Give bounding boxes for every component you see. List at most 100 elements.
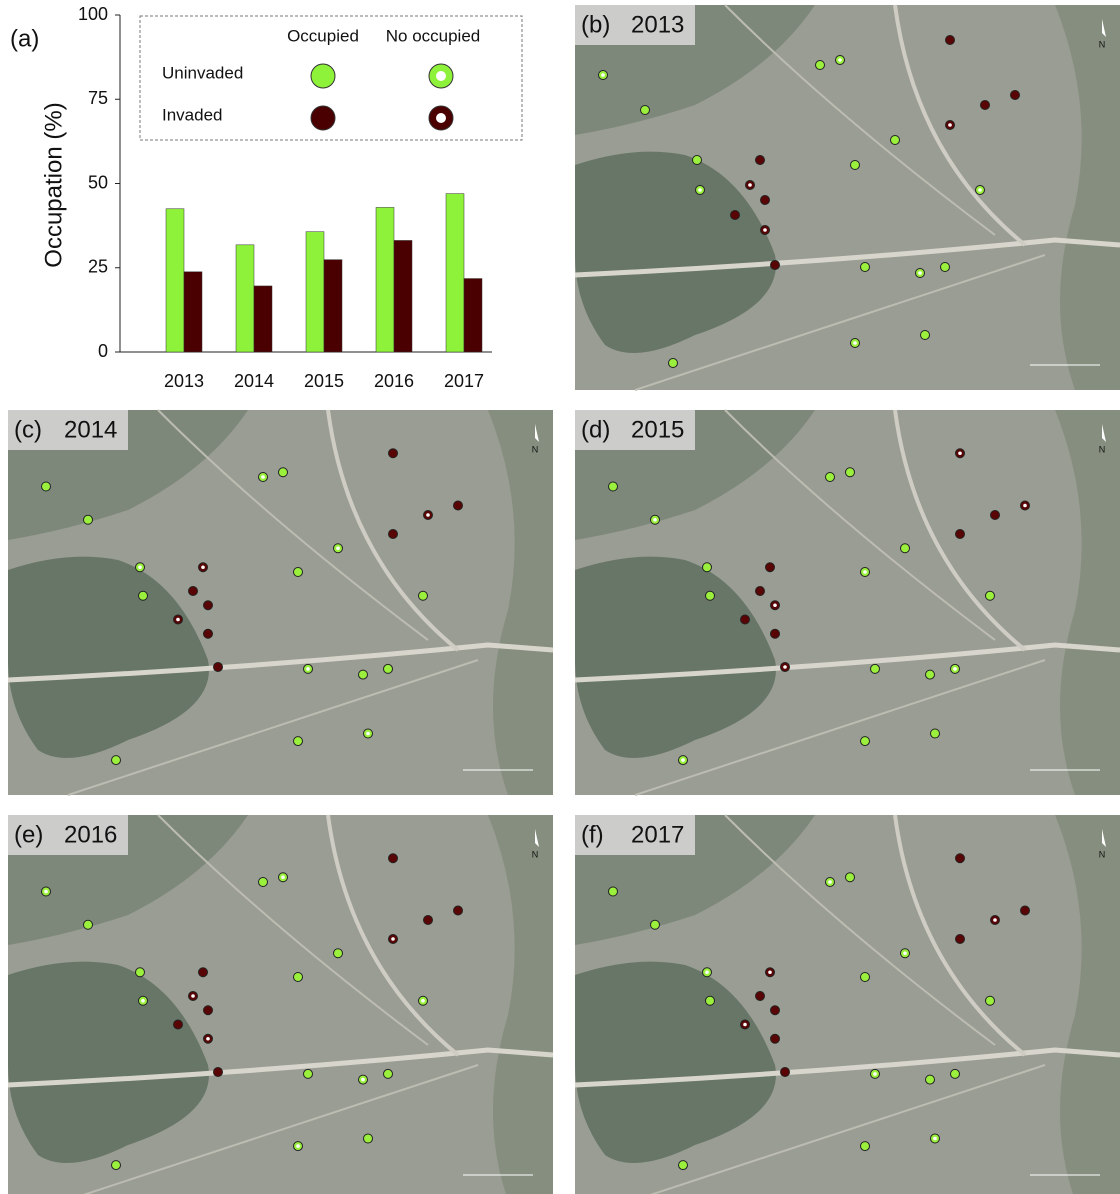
- site-marker: [703, 563, 712, 572]
- site-hole: [391, 937, 395, 941]
- site-hole: [1023, 504, 1027, 508]
- site-marker: [174, 1020, 183, 1029]
- x-tick-label: 2017: [444, 371, 484, 391]
- north-arrow: N: [1099, 849, 1106, 859]
- site-hole: [828, 880, 832, 884]
- site-hole: [698, 188, 702, 192]
- site-hole: [138, 565, 142, 569]
- north-arrow: N: [532, 849, 539, 859]
- site-marker: [956, 935, 965, 944]
- site-marker: [389, 854, 398, 863]
- legend-label: Uninvaded: [162, 63, 243, 82]
- bar: [324, 260, 342, 352]
- site-marker: [139, 591, 148, 600]
- site-marker: [981, 101, 990, 110]
- y-tick-label: 100: [78, 4, 108, 24]
- site-marker: [816, 61, 825, 70]
- site-marker: [204, 1006, 213, 1015]
- site-marker: [901, 544, 910, 553]
- site-hole: [993, 918, 997, 922]
- site-hole: [918, 271, 922, 275]
- map-label: (b): [581, 11, 610, 38]
- site-marker: [771, 261, 780, 270]
- bar: [306, 232, 324, 352]
- site-hole: [748, 183, 752, 187]
- site-marker: [641, 106, 650, 115]
- site-marker: [454, 906, 463, 915]
- site-marker: [679, 1161, 688, 1170]
- site-hole: [361, 1078, 365, 1082]
- bar: [236, 245, 254, 352]
- y-axis-label: Occupation (%): [40, 102, 67, 267]
- site-hole: [44, 890, 48, 894]
- x-tick-label: 2014: [234, 371, 274, 391]
- north-arrow: N: [1099, 39, 1106, 49]
- y-tick-label: 0: [98, 341, 108, 361]
- site-marker: [756, 156, 765, 165]
- site-hole: [206, 1037, 210, 1041]
- site-marker: [1021, 906, 1030, 915]
- site-marker: [609, 482, 618, 491]
- site-marker: [771, 629, 780, 638]
- site-hole: [763, 228, 767, 232]
- map-year: 2015: [631, 416, 684, 443]
- legend-column: Occupied: [287, 26, 359, 45]
- site-marker: [826, 473, 835, 482]
- site-hole: [705, 970, 709, 974]
- map-year: 2013: [631, 11, 684, 38]
- site-marker: [669, 359, 678, 368]
- site-hole: [176, 618, 180, 622]
- site-marker: [334, 949, 343, 958]
- site-hole: [421, 999, 425, 1003]
- site-marker: [766, 563, 775, 572]
- site-hole: [296, 1144, 300, 1148]
- site-hole: [953, 667, 957, 671]
- site-marker: [861, 737, 870, 746]
- site-marker: [871, 664, 880, 673]
- site-hole: [863, 570, 867, 574]
- bar: [464, 279, 482, 352]
- site-hole: [783, 665, 787, 669]
- site-hole: [601, 73, 605, 77]
- site-marker: [454, 501, 463, 510]
- site-marker: [294, 973, 303, 982]
- bar: [254, 286, 272, 352]
- map-label: (e): [14, 821, 43, 848]
- site-marker: [956, 530, 965, 539]
- legend-label: Invaded: [162, 105, 223, 124]
- site-hole: [903, 951, 907, 955]
- site-marker: [741, 615, 750, 624]
- site-marker: [214, 663, 223, 672]
- site-hole: [306, 667, 310, 671]
- site-marker: [926, 670, 935, 679]
- site-marker: [931, 729, 940, 738]
- site-hole: [743, 1023, 747, 1027]
- site-marker: [424, 916, 433, 925]
- map-label: (d): [581, 416, 610, 443]
- site-marker: [986, 996, 995, 1005]
- site-marker: [204, 629, 213, 638]
- site-marker: [756, 587, 765, 596]
- site-marker: [204, 601, 213, 610]
- site-marker: [761, 196, 770, 205]
- site-marker: [214, 1068, 223, 1077]
- site-marker: [609, 887, 618, 896]
- site-hole: [933, 1137, 937, 1141]
- y-tick-label: 75: [88, 88, 108, 108]
- site-marker: [112, 1161, 121, 1170]
- panel-label: (a): [10, 25, 39, 52]
- map-year: 2017: [631, 821, 684, 848]
- site-marker: [304, 1069, 313, 1078]
- x-tick-label: 2013: [164, 371, 204, 391]
- site-marker: [693, 156, 702, 165]
- site-marker: [359, 670, 368, 679]
- site-marker: [956, 854, 965, 863]
- site-marker: [771, 1006, 780, 1015]
- site-marker: [112, 756, 121, 765]
- site-marker: [986, 591, 995, 600]
- site-marker: [941, 263, 950, 272]
- site-hole: [191, 994, 195, 998]
- map-year: 2014: [64, 416, 117, 443]
